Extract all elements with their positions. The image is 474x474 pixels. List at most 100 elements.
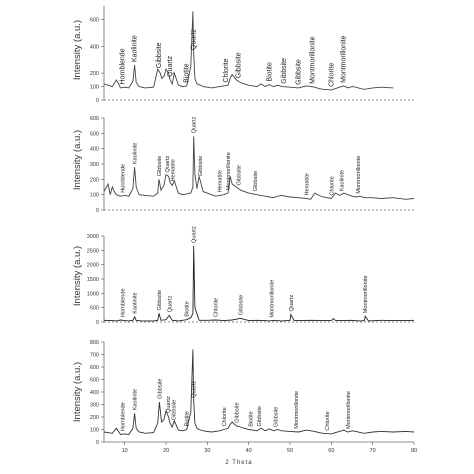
peak-label: Chlorite bbox=[222, 407, 228, 426]
y-tick-label: 200 bbox=[90, 71, 99, 77]
peak-label: Montmorillonite bbox=[363, 275, 369, 313]
y-axis-label: Intensity (a.u.) bbox=[72, 246, 83, 306]
y-tick-label: 2500 bbox=[87, 248, 99, 254]
y-tick-label: 300 bbox=[90, 403, 99, 409]
peak-label: Gibbsite bbox=[198, 156, 204, 177]
y-tick-label: 100 bbox=[90, 428, 99, 434]
x-tick-label: 10 bbox=[122, 448, 128, 454]
xrd-panel-4: Intensity (a.u.) 0 100 200 300 400 500 600 700 80… bbox=[72, 340, 417, 466]
peak-label: Gibbsite bbox=[257, 406, 263, 427]
peak-label: Gibbsite bbox=[157, 378, 163, 399]
peak-label: Hematite bbox=[171, 159, 177, 181]
peak-label: Hematite bbox=[305, 173, 311, 195]
y-tick-label: 500 bbox=[90, 306, 99, 312]
peak-label: Chlorite bbox=[329, 176, 335, 195]
xrd-pattern-line bbox=[103, 349, 415, 435]
peak-label: Biotite bbox=[185, 411, 191, 427]
peak-label: Montmorillonite bbox=[226, 152, 232, 190]
y-axis-label: Intensity (a.u.) bbox=[72, 20, 83, 80]
xrd-pattern-line bbox=[103, 245, 415, 322]
peak-label: Quartz bbox=[192, 116, 198, 133]
peak-label: Gibbsite bbox=[253, 171, 259, 192]
y-tick-label: 700 bbox=[90, 353, 99, 359]
peak-label: Hornblende bbox=[120, 48, 127, 84]
xrd-panel-3: Intensity (a.u.) 0 500 1000 1500 2000 2500 3000… bbox=[72, 226, 415, 326]
peak-label: Biotite bbox=[266, 62, 273, 82]
peak-label: Gibbsite bbox=[157, 290, 163, 311]
peak-label: Gibbsite bbox=[171, 400, 177, 421]
x-tick-label: 50 bbox=[287, 448, 293, 454]
peak-label: Chlorite bbox=[223, 58, 230, 82]
peak-label: Quartz bbox=[192, 381, 198, 398]
peak-label: Kaolinite bbox=[133, 389, 139, 410]
x-axis-label: 2 Theta bbox=[225, 460, 252, 466]
xrd-panel-2: Intensity (a.u.) 0 100 200 300 400 500 600 Hornb… bbox=[72, 116, 415, 214]
xrd-pattern-line bbox=[103, 136, 415, 200]
x-tick-label: 30 bbox=[204, 448, 210, 454]
y-tick-label: 3000 bbox=[87, 234, 99, 240]
peak-label: Gibbsite bbox=[156, 42, 163, 68]
peak-label: Gibbsite bbox=[295, 59, 302, 85]
y-tick-label: 800 bbox=[90, 340, 99, 346]
y-tick-label: 200 bbox=[90, 415, 99, 421]
peak-label: Quartz bbox=[167, 295, 173, 312]
y-axis-label: Intensity (a.u.) bbox=[72, 130, 83, 190]
y-tick-label: 0 bbox=[96, 208, 99, 214]
y-tick-label: 2000 bbox=[87, 263, 99, 269]
x-tick-label: 80 bbox=[411, 448, 417, 454]
y-tick-label: 400 bbox=[90, 390, 99, 396]
peak-label: Biotite bbox=[184, 63, 191, 83]
peak-label: Kaolinite bbox=[133, 143, 139, 164]
peak-label: Gibbsite bbox=[157, 156, 163, 177]
peak-label: Gibbsite bbox=[238, 295, 244, 316]
y-axis-label: Intensity (a.u.) bbox=[72, 362, 83, 422]
peak-label: Kaolinite bbox=[133, 292, 139, 313]
peak-label: Hematite bbox=[218, 170, 224, 192]
y-tick-label: 0 bbox=[96, 440, 99, 446]
peak-label: Montmorillonite bbox=[294, 391, 300, 429]
y-tick-label: 100 bbox=[90, 85, 99, 91]
peak-label: Hornblende bbox=[121, 288, 127, 317]
peak-label: Quartz bbox=[289, 295, 295, 312]
peak-label: Biotite bbox=[249, 411, 255, 427]
peak-label: Gibbsite bbox=[234, 402, 240, 423]
peak-label: Quartz bbox=[166, 396, 172, 413]
peak-label: Montmorillonite bbox=[269, 280, 275, 318]
peak-label: Kaolinite bbox=[132, 35, 139, 62]
y-tick-label: 500 bbox=[90, 131, 99, 137]
peak-label: Chlorite bbox=[328, 63, 335, 87]
peak-label: Hornblende bbox=[121, 402, 127, 431]
peak-label: Hornblende bbox=[121, 164, 127, 193]
peak-label: Montmorillonite bbox=[356, 156, 362, 194]
y-tick-label: 1000 bbox=[87, 291, 99, 297]
x-tick-label: 60 bbox=[328, 448, 334, 454]
peak-label: Montmorillonite bbox=[310, 36, 317, 84]
peak-label: Gibbsite bbox=[236, 165, 242, 186]
peak-label: Biotite bbox=[185, 301, 191, 317]
peak-label: Montmorillonite bbox=[341, 35, 348, 83]
xrd-pattern-line bbox=[103, 11, 394, 91]
peak-label: Chlorite bbox=[325, 411, 331, 430]
y-tick-label: 600 bbox=[90, 116, 99, 122]
peak-label: Quartz bbox=[192, 226, 198, 243]
x-tick-label: 20 bbox=[163, 448, 169, 454]
peak-label: Chlorite bbox=[214, 298, 220, 317]
peak-label: Quartz bbox=[165, 156, 171, 173]
peak-label: Quartz bbox=[167, 55, 174, 77]
y-tick-label: 400 bbox=[90, 147, 99, 153]
peak-label: Montmorillonite bbox=[346, 391, 352, 429]
y-tick-label: 600 bbox=[90, 17, 99, 23]
y-tick-label: 400 bbox=[90, 44, 99, 50]
x-tick-label: 40 bbox=[246, 448, 252, 454]
peak-label: Gibbsite bbox=[235, 52, 242, 78]
peak-label: Gibbsite bbox=[274, 407, 280, 428]
y-tick-label: 0 bbox=[96, 320, 99, 326]
y-tick-label: 100 bbox=[90, 193, 99, 199]
peak-label: Quartz bbox=[191, 28, 198, 50]
y-tick-label: 200 bbox=[90, 177, 99, 183]
peak-label: Kaolinite bbox=[340, 170, 346, 191]
y-tick-label: 0 bbox=[96, 98, 99, 104]
y-tick-label: 500 bbox=[90, 378, 99, 384]
y-tick-label: 1500 bbox=[87, 277, 99, 283]
